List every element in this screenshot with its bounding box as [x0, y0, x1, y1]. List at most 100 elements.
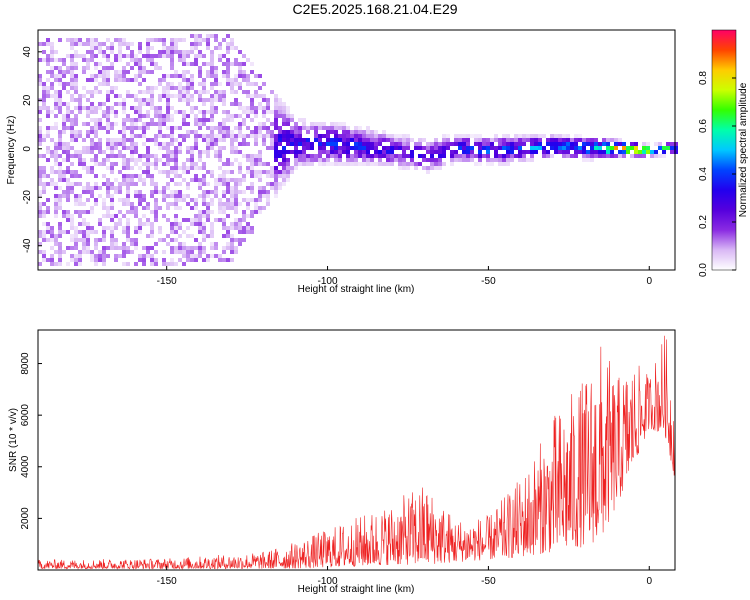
- spectrogram-cell: [174, 182, 178, 186]
- spectrogram-cell: [426, 142, 430, 146]
- spectrogram-cell: [662, 154, 666, 158]
- spectrogram-cell: [174, 262, 178, 266]
- spectrogram-cell: [222, 162, 226, 166]
- spectrogram-cell: [226, 110, 230, 114]
- spectrogram-cell: [526, 150, 530, 154]
- spectrogram-cell: [98, 222, 102, 226]
- spectrogram-cell: [578, 134, 582, 138]
- spectrogram-cell: [94, 242, 98, 246]
- colorbar: 0.00.20.40.60.8 Normalized spectral ampl…: [698, 29, 749, 277]
- spectrogram-cell: [42, 202, 46, 206]
- spectrogram-cell: [258, 106, 262, 110]
- spectrogram-cell: [114, 86, 118, 90]
- spectrogram-cell: [86, 234, 90, 238]
- spectrogram-cell: [258, 210, 262, 214]
- spectrogram-cell: [530, 134, 534, 138]
- spectrogram-cell: [158, 206, 162, 210]
- spectrogram-cell: [86, 98, 90, 102]
- spectrogram-cell: [370, 142, 374, 146]
- spectrogram-cell: [350, 154, 354, 158]
- spectrogram-cell: [110, 90, 114, 94]
- spectrogram-cell: [46, 38, 50, 42]
- spectrogram-cell: [234, 98, 238, 102]
- spectrogram-cell: [146, 138, 150, 142]
- spectrogram-cell: [502, 138, 506, 142]
- spectrogram-cell: [118, 138, 122, 142]
- spectrogram-cell: [222, 102, 226, 106]
- spectrogram-cell: [94, 90, 98, 94]
- spectrogram-cell: [94, 158, 98, 162]
- spectrogram-cell: [66, 194, 70, 198]
- spectrogram-cell: [170, 246, 174, 250]
- spectrogram-cell: [266, 170, 270, 174]
- spectrogram-cell: [90, 258, 94, 262]
- spectrogram-cell: [110, 122, 114, 126]
- spectrogram-cell: [50, 226, 54, 230]
- spectrogram-cell: [406, 166, 410, 170]
- spectrogram-cell: [346, 150, 350, 154]
- spectrogram-cell: [250, 174, 254, 178]
- spectrogram-cell: [70, 62, 74, 66]
- spectrogram-cell: [498, 158, 502, 162]
- spectrogram-cell: [66, 198, 70, 202]
- spectrogram-cell: [278, 126, 282, 130]
- spectrogram-cell: [262, 134, 266, 138]
- spectrogram-cell: [230, 194, 234, 198]
- colorbar-gradient: [711, 29, 737, 271]
- spectrogram-cell: [258, 158, 262, 162]
- spectrogram-cell: [334, 142, 338, 146]
- spectrogram-cell: [94, 126, 98, 130]
- spectrogram-cell: [38, 58, 42, 62]
- spectrogram-cell: [394, 142, 398, 146]
- spectrogram-cell: [334, 134, 338, 138]
- spectrogram-cell: [134, 230, 138, 234]
- spectrogram-cell: [82, 162, 86, 166]
- spectrogram-cell: [134, 238, 138, 242]
- spectrogram-cell: [54, 186, 58, 190]
- spectrogram-y-tick-label: -20: [22, 190, 33, 205]
- spectrogram-cell: [334, 150, 338, 154]
- spectrogram-cell: [250, 182, 254, 186]
- spectrogram-cell: [38, 42, 42, 46]
- spectrogram-cell: [206, 214, 210, 218]
- spectrogram-cell: [234, 58, 238, 62]
- spectrogram-cell: [274, 110, 278, 114]
- spectrogram-cell: [130, 242, 134, 246]
- spectrogram-cell: [58, 98, 62, 102]
- spectrogram-cell: [582, 150, 586, 154]
- spectrogram-cell: [138, 70, 142, 74]
- spectrogram-cell: [106, 206, 110, 210]
- spectrogram-cell: [242, 62, 246, 66]
- spectrogram-cell: [138, 106, 142, 110]
- spectrogram-cell: [246, 154, 250, 158]
- spectrogram-cell: [50, 138, 54, 142]
- spectrogram-cell: [190, 130, 194, 134]
- spectrogram-cell: [154, 38, 158, 42]
- spectrogram-cell: [118, 78, 122, 82]
- spectrogram-cell: [226, 34, 230, 38]
- spectrogram-cell: [90, 254, 94, 258]
- spectrogram-cell: [94, 258, 98, 262]
- spectrogram-cell: [174, 126, 178, 130]
- spectrogram-cell: [74, 134, 78, 138]
- spectrogram-cell: [46, 238, 50, 242]
- spectrogram-cell: [66, 246, 70, 250]
- spectrogram-cell: [478, 150, 482, 154]
- spectrogram-cell: [206, 138, 210, 142]
- spectrogram-cell: [654, 154, 658, 158]
- spectrogram-cell: [130, 178, 134, 182]
- spectrogram-cell: [598, 150, 602, 154]
- spectrogram-cell: [294, 130, 298, 134]
- spectrogram-cell: [126, 210, 130, 214]
- spectrogram-cell: [138, 174, 142, 178]
- spectrogram-cell: [310, 146, 314, 150]
- spectrogram-cell: [126, 202, 130, 206]
- spectrogram-cell: [162, 214, 166, 218]
- spectrogram-cell: [126, 94, 130, 98]
- spectrogram-cell: [138, 166, 142, 170]
- spectrogram-cell: [134, 150, 138, 154]
- spectrogram-cell: [150, 258, 154, 262]
- spectrogram-cell: [46, 174, 50, 178]
- spectrogram-cell: [222, 122, 226, 126]
